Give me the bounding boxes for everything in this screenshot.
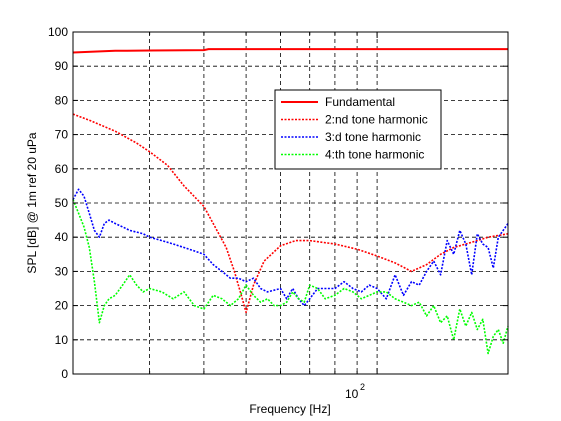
y-tick-label: 50 — [55, 196, 69, 210]
series-line-3 — [72, 188, 509, 307]
legend-label: 4:th tone harmonic — [325, 148, 424, 162]
y-tick-label: 80 — [55, 93, 69, 107]
legend-label: 3:d tone harmonic — [325, 130, 421, 144]
series-line-4 — [72, 199, 509, 355]
legend-box — [274, 89, 442, 170]
x-tick-label-base: 10 — [345, 387, 359, 401]
y-tick-label: 90 — [55, 59, 69, 73]
y-tick-label: 40 — [55, 230, 69, 244]
series-line-2 — [72, 113, 509, 314]
x-axis-label: Frequency [Hz] — [249, 402, 330, 416]
axis-ticks: 0 10 20 30 40 50 60 70 80 90 100 — [48, 25, 509, 381]
y-tick-label: 30 — [55, 264, 69, 278]
y-tick-label: 100 — [48, 25, 68, 39]
legend: Fundamental 2:nd tone harmonic 3:d tone ha… — [274, 89, 442, 170]
y-tick-label: 0 — [61, 367, 68, 381]
y-tick-label: 60 — [55, 162, 69, 176]
series-lines — [72, 48, 509, 355]
legend-label: 2:nd tone harmonic — [325, 113, 428, 127]
x-tick-label-100: 10 2 — [345, 382, 365, 401]
series-line-1 — [72, 48, 508, 54]
y-tick-label: 10 — [55, 333, 69, 347]
y-tick-label: 70 — [55, 128, 69, 142]
legend-label: Fundamental — [325, 95, 395, 109]
y-axis-label: SPL [dB] @ 1m ref 20 uPa — [25, 132, 39, 273]
y-tick-label: 20 — [55, 299, 69, 313]
x-tick-label-exponent: 2 — [360, 382, 365, 392]
